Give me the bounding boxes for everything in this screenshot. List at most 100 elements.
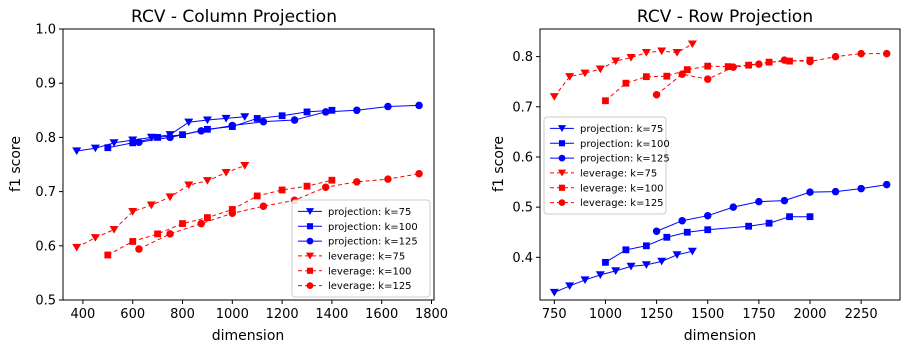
series-line <box>553 43 693 98</box>
data-point <box>353 106 361 115</box>
data-point <box>166 230 174 238</box>
data-point <box>303 182 311 190</box>
legend: projection: k=75 projection: k=100 project… <box>291 199 431 298</box>
data-point <box>221 169 231 177</box>
data-point <box>321 183 330 192</box>
legend-entry: leverage: k=75 <box>328 251 405 262</box>
data-point <box>135 245 143 253</box>
data-point <box>831 187 840 196</box>
data-point <box>882 180 891 189</box>
data-point <box>549 93 559 101</box>
series-group <box>549 40 891 297</box>
data-point <box>154 230 162 238</box>
data-point <box>641 48 651 57</box>
series-leverage-k-125 <box>652 49 891 99</box>
data-point <box>135 138 143 147</box>
data-point <box>704 226 712 234</box>
legend-marker <box>557 169 567 177</box>
data-point <box>882 49 891 58</box>
data-point <box>652 90 661 99</box>
series-line <box>76 165 245 248</box>
data-point <box>602 97 609 105</box>
data-point <box>580 69 590 78</box>
data-point <box>104 144 112 152</box>
x-tick-label: 1400 <box>315 307 348 322</box>
data-point <box>415 101 423 110</box>
series-line <box>656 184 887 232</box>
data-point <box>602 258 609 266</box>
data-point <box>204 214 211 222</box>
x-axis-label: dimension <box>212 328 285 344</box>
data-point <box>729 63 738 71</box>
y-tick-label: 0.5 <box>35 294 56 309</box>
data-point <box>228 206 236 213</box>
axis-ticks: 400 600 800 1000 1200 1400 1600 1800 0.5 0.6 0.7 0.… <box>35 23 448 323</box>
data-point <box>278 186 286 194</box>
data-point <box>166 133 174 142</box>
x-tick-label: 1600 <box>365 307 398 322</box>
data-point <box>278 112 286 120</box>
y-axis-label: f1 score <box>491 136 507 192</box>
x-tick-label: 1800 <box>415 307 448 322</box>
data-point <box>857 184 865 193</box>
legend-marker <box>306 223 314 230</box>
data-point <box>780 196 789 205</box>
chart-title: RCV - Row Projection <box>637 7 813 27</box>
x-tick-label: 800 <box>170 307 195 322</box>
data-point <box>146 201 156 210</box>
x-tick-label: 1250 <box>640 307 673 322</box>
data-point <box>672 251 682 259</box>
x-tick-label: 1000 <box>216 307 249 322</box>
data-point <box>642 242 650 250</box>
data-point <box>765 219 773 227</box>
series-line <box>138 104 420 143</box>
data-point <box>786 213 793 221</box>
legend-entry: projection: k=75 <box>580 124 663 135</box>
data-point <box>228 121 237 130</box>
data-point <box>683 66 691 74</box>
axis-ticks: 750 1000 1250 1500 1750 2000 2250 0.4 0.5 0.6 0.7 0… <box>512 50 877 322</box>
series-group <box>72 101 423 259</box>
data-point <box>611 57 621 66</box>
series-leverage-k-100 <box>104 176 336 259</box>
data-point <box>303 108 311 116</box>
data-point <box>657 257 667 266</box>
data-point <box>549 288 559 297</box>
data-point <box>611 267 621 275</box>
data-point <box>765 58 773 66</box>
data-point <box>259 117 268 126</box>
data-point <box>687 247 697 256</box>
data-point <box>595 65 605 74</box>
series-line <box>138 173 420 250</box>
data-point <box>179 220 186 227</box>
legend-entry: projection: k=100 <box>580 139 670 150</box>
data-point <box>663 72 671 80</box>
data-point <box>595 271 605 279</box>
data-point <box>786 57 793 65</box>
data-point <box>806 188 814 196</box>
data-point <box>384 102 392 111</box>
data-point <box>146 133 156 142</box>
chart-row-projection: RCV - Row Projection 750 1000 1250 1500 1750… <box>491 7 901 344</box>
data-point <box>384 175 392 183</box>
legend-entry: leverage: k=100 <box>580 183 664 194</box>
data-point <box>184 181 194 190</box>
legend-marker <box>305 252 315 260</box>
data-point <box>321 108 330 116</box>
data-point <box>165 193 175 202</box>
data-point <box>580 276 590 284</box>
data-point <box>129 139 137 147</box>
data-point <box>565 73 575 81</box>
data-point <box>90 234 100 242</box>
data-point <box>72 243 82 252</box>
data-point <box>622 79 630 87</box>
data-point <box>626 54 636 62</box>
data-point <box>652 227 661 235</box>
data-point <box>253 115 261 122</box>
plot-area-frame <box>539 28 901 301</box>
y-tick-label: 0.7 <box>35 185 56 200</box>
data-point <box>641 261 651 269</box>
legend-marker <box>558 184 566 191</box>
data-point <box>415 169 423 178</box>
legend-marker <box>306 267 314 274</box>
